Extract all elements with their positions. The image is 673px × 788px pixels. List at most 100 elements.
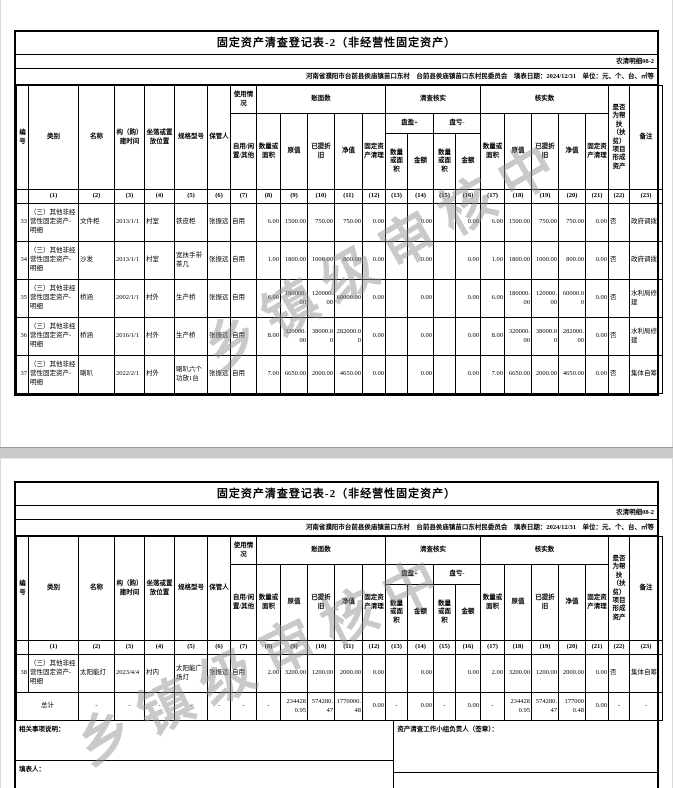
info-line: 河南省濮阳市台前县侯庙镇苗口东村 台前县侯庙镇苗口东村民委员会 填表日期：202…: [16, 520, 657, 536]
table-cell: (7): [230, 189, 257, 204]
col-header-orig: 原值: [280, 564, 308, 641]
table-cell: (10): [307, 640, 335, 655]
col-header-cleanup: 固定资产清理: [362, 564, 386, 641]
table-cell: 282000.00: [334, 317, 363, 356]
table-cell: 村室: [144, 203, 175, 242]
table-cell: 否: [608, 654, 630, 693]
table-cell: -: [174, 692, 208, 721]
table-cell: 2.00: [480, 654, 505, 693]
col-header-usage: 使用情况: [230, 85, 257, 114]
table-cell: (4): [144, 640, 175, 655]
table-cell: 0.00: [362, 279, 386, 318]
sheet-footer: 相关事项说明： 填表人： 资产清查工作小组负责人（签章）：: [16, 721, 657, 788]
col-group-check: 清查核实: [385, 85, 481, 114]
table-cell: 否: [608, 317, 630, 356]
col-header-net: 净值: [334, 564, 363, 641]
table-cell: 1500.00: [280, 203, 308, 242]
table-cell: 0.00: [585, 355, 609, 394]
col-header-name: 名称: [78, 536, 115, 641]
col-header-orig: 原值: [504, 113, 532, 190]
table-cell: 750.00: [558, 203, 586, 242]
table-cell: 180000.00: [280, 279, 308, 318]
table-cell: (8): [256, 640, 281, 655]
table-cell: 喇叭六个功放1台: [174, 355, 208, 394]
col-header-amount: 金额: [407, 584, 434, 641]
table-cell: 村外: [144, 317, 175, 356]
col-header-usage: 使用情况: [230, 536, 257, 565]
col-group-check: 清查核实: [385, 536, 481, 565]
table-cell: 喇叭: [78, 355, 115, 394]
table-cell: 1000.00: [531, 241, 559, 280]
table-cell: (18): [504, 189, 532, 204]
table-cell: -: [629, 692, 663, 721]
table-cell: 36: [16, 317, 29, 356]
table-cell: 2000.00: [558, 654, 586, 693]
col-group-deficit: 盘亏-: [433, 564, 481, 585]
info-line: 河南省濮阳市台前县侯庙镇苗口东村 台前县侯庙镇苗口东村民委员会 填表日期：202…: [16, 69, 657, 85]
table-cell: 否: [608, 203, 630, 242]
table-cell: (23): [629, 189, 663, 204]
table-cell: 0.00: [455, 654, 481, 693]
table-cell: 村外: [144, 355, 175, 394]
col-header-net: 净值: [558, 113, 586, 190]
table-cell: 沙发: [78, 241, 115, 280]
col-header-category: 类别: [28, 536, 79, 641]
table-cell: (9): [280, 640, 308, 655]
table-cell: 750.00: [307, 203, 335, 242]
table-cell: 0.00: [455, 317, 481, 356]
table-cell: 自用: [230, 203, 257, 242]
table-cell: 0.00: [455, 203, 481, 242]
table-cell: (1): [28, 189, 79, 204]
table-cell: 0.00: [407, 654, 434, 693]
table-cell: [385, 317, 408, 356]
table-cell: (2): [78, 189, 115, 204]
col-header-cleanup: 固定资产清理: [362, 113, 386, 190]
table-cell: 750.00: [334, 203, 363, 242]
table-cell: (19): [531, 640, 559, 655]
table-cell: [16, 189, 29, 204]
table-row: 37 （三）其他非经营性固定资产-明细 喇叭 2022/2/1 村外 喇叭六个功放1台 张振…: [16, 355, 663, 394]
asset-sheet-2: 固定资产清查登记表-2（非经营性固定资产） 农清明细08-2 河南省濮阳市台前县…: [14, 481, 663, 788]
table-cell: 村外: [144, 279, 175, 318]
table-row: 36 （三）其他非经营性固定资产-明细 桥涵 2016/1/1 村外 生产桥 张振远 自用 8.…: [16, 317, 663, 356]
col-header-category: 类别: [28, 85, 79, 190]
table-cell: 574280.47: [531, 692, 559, 721]
table-cell: 0.00: [407, 692, 434, 721]
table-cell: 3200.00: [504, 654, 532, 693]
table-cell: 1.00: [480, 241, 505, 280]
table-cell: 1770000.48: [334, 692, 363, 721]
table-cell: (14): [407, 189, 434, 204]
asset-table-1: 编号 类别 名称 构（购）建时间 坐落或置放位置 规格型号 保管人 使用情况 账…: [16, 85, 663, 394]
table-cell: 0.00: [585, 654, 609, 693]
table-cell: 34: [16, 241, 29, 280]
col-header-qty: 数量或面积: [480, 564, 505, 641]
col-header-qty: 数量或面积: [256, 564, 281, 641]
footer-left: 相关事项说明： 填表人：: [16, 721, 395, 788]
table-cell: (3): [114, 189, 145, 204]
col-header-usage-leaf: 自用/闲置/其他: [230, 564, 257, 641]
table-cell: 集体自筹: [629, 355, 663, 394]
table-2-body: 38 （三）其他非经营性固定资产-明细 太阳能灯 2023/4/4 村内 太阳能广场灯 张振…: [16, 654, 663, 721]
table-cell: （三）其他非经营性固定资产-明细: [28, 279, 79, 318]
table-cell: 张振远: [207, 203, 231, 242]
table-cell: 自用: [230, 355, 257, 394]
table-cell: -: [608, 692, 630, 721]
table-cell: 0.00: [585, 279, 609, 318]
table-cell: 6.00: [480, 279, 505, 318]
col-header-aid: 是否为帮扶（扶贫）项目形成资产: [608, 536, 630, 641]
table-cell: (20): [558, 189, 586, 204]
table-cell: [385, 241, 408, 280]
table-cell: (8): [256, 189, 281, 204]
table-cell: 6.00: [480, 203, 505, 242]
table-cell: (14): [407, 640, 434, 655]
table-cell: 2000.00: [307, 355, 335, 394]
table-cell: -: [480, 692, 505, 721]
table-cell: 文件柜: [78, 203, 115, 242]
col-header-build-time: 构（购）建时间: [114, 85, 145, 190]
footer-blank-cell: [394, 773, 657, 788]
table-cell: 2000.00: [334, 654, 363, 693]
table-cell: 2.00: [256, 654, 281, 693]
table-cell: 7.00: [480, 355, 505, 394]
table-cell: 0.00: [362, 317, 386, 356]
table-cell: (9): [280, 189, 308, 204]
